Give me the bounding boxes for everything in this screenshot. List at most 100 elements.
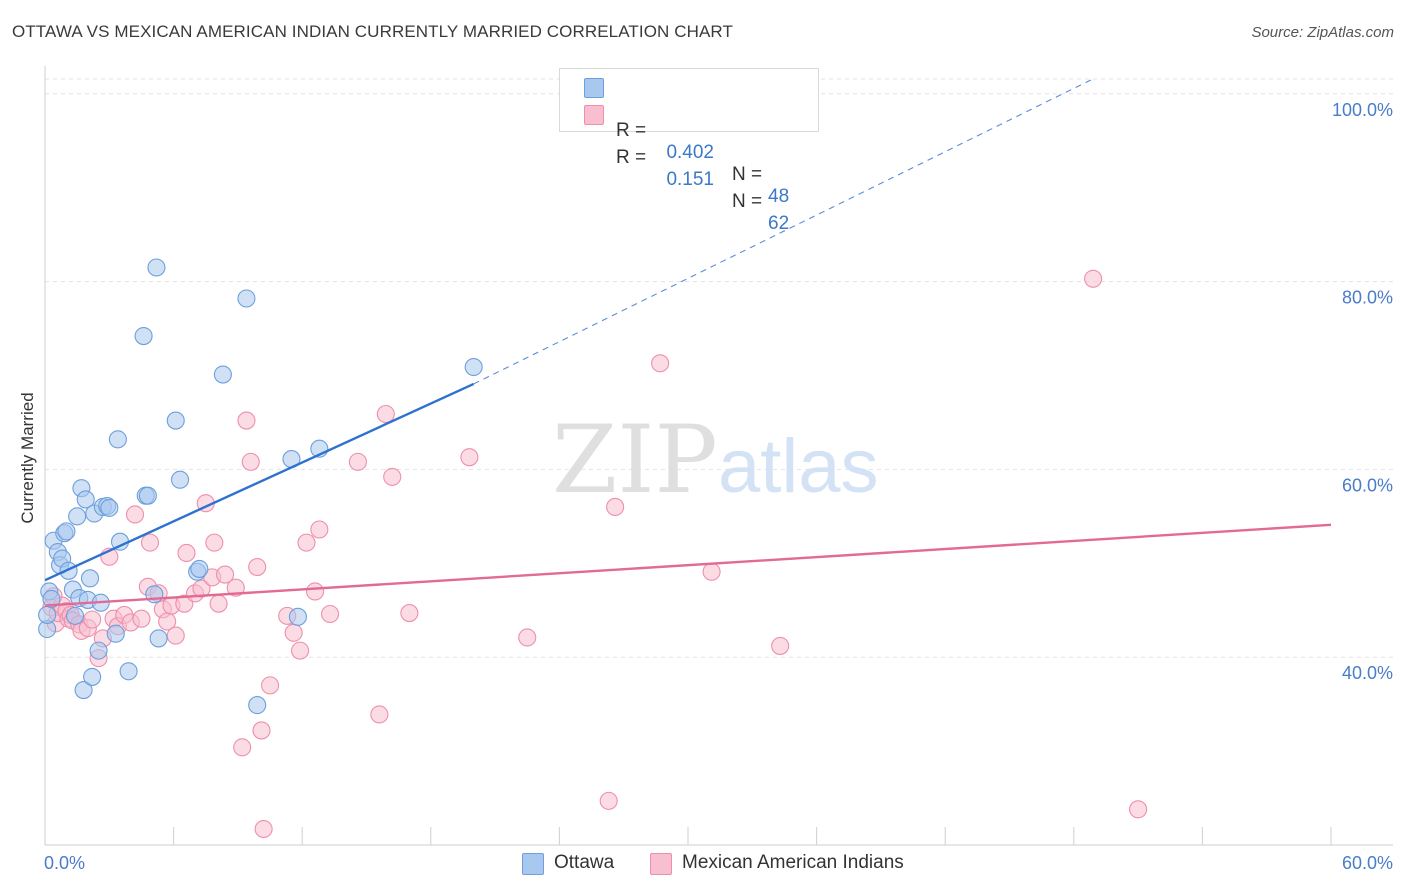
point-mexican (376, 404, 395, 424)
point-ottawa (190, 559, 209, 578)
point-mexican (321, 604, 340, 624)
point-mexican (291, 641, 310, 660)
point-ottawa (80, 569, 100, 588)
trend-lines (44, 77, 1332, 607)
legend-swatch-ottawa (584, 78, 604, 98)
trend-line-ottawa (44, 382, 475, 582)
point-ottawa (68, 507, 87, 526)
point-mexican (518, 628, 537, 647)
point-ottawa (76, 490, 95, 509)
point-mexican (460, 448, 479, 467)
point-mexican (177, 543, 196, 563)
legend-row-mexican: R = 0.151 N = 62 (584, 103, 789, 257)
point-ottawa (134, 326, 153, 346)
series-mexican-points (42, 269, 1148, 839)
series-ottawa-points (38, 258, 483, 715)
point-mexican (310, 520, 329, 539)
point-ottawa (89, 641, 108, 660)
point-mexican (606, 497, 625, 517)
point-ottawa (213, 365, 232, 384)
legend-n-value-ottawa: 48 (768, 186, 790, 207)
point-ottawa (59, 561, 78, 580)
point-mexican (254, 819, 273, 839)
point-ottawa (38, 605, 57, 624)
trend-line-ottawa-extension (473, 77, 1096, 385)
point-mexican (132, 609, 151, 628)
bottom-legend-label-ottawa: Ottawa (554, 852, 615, 873)
x-tick-label: 60.0% (1342, 853, 1393, 873)
point-mexican (651, 354, 670, 373)
point-mexican (209, 594, 228, 613)
point-mexican (702, 562, 721, 581)
point-ottawa (237, 289, 256, 308)
point-ottawa (74, 681, 93, 700)
point-ottawa (100, 498, 119, 517)
point-ottawa (108, 430, 127, 449)
legend-n-label: N = (732, 164, 763, 185)
legend-row-ottawa: R = 0.402 N = 48 (584, 76, 789, 230)
point-mexican (599, 791, 618, 810)
point-ottawa (147, 258, 166, 277)
source-label: Source: ZipAtlas.com (1251, 24, 1394, 41)
bottom-legend-swatch-mexican (650, 853, 672, 875)
point-mexican (233, 738, 252, 757)
point-ottawa (464, 357, 483, 377)
point-mexican (215, 565, 235, 584)
legend-n-label: N = (732, 191, 763, 212)
x-tick-label: 0.0% (44, 853, 85, 873)
axes (44, 66, 1393, 846)
point-mexican (400, 604, 419, 623)
point-mexican (1129, 800, 1148, 819)
point-mexican (348, 452, 367, 471)
legend-swatch-mexican (584, 105, 604, 125)
point-ottawa (42, 589, 61, 609)
y-tick-label: 60.0% (1342, 475, 1393, 495)
point-mexican (226, 578, 245, 597)
point-mexican (205, 533, 224, 552)
point-ottawa (166, 411, 185, 430)
watermark-zip: ZIP (552, 406, 718, 515)
legend-n-value-mexican: 62 (768, 213, 790, 234)
point-mexican (248, 557, 267, 577)
point-mexican (83, 610, 102, 629)
chart-title: OTTAWA VS MEXICAN AMERICAN INDIAN CURREN… (12, 22, 733, 41)
point-mexican (192, 579, 211, 598)
y-tick-label: 40.0% (1342, 663, 1393, 683)
y-tick-label: 80.0% (1342, 288, 1393, 308)
point-mexican (241, 452, 260, 471)
point-ottawa (248, 696, 267, 715)
point-ottawa (65, 606, 85, 625)
point-mexican (306, 582, 325, 601)
point-mexican (1084, 269, 1103, 288)
point-mexican (125, 505, 145, 524)
point-ottawa (149, 629, 168, 648)
point-mexican (260, 676, 280, 695)
trend-line-mexican (44, 523, 1332, 607)
point-ottawa (106, 624, 125, 643)
point-mexican (370, 705, 389, 724)
bottom-legend-swatch-ottawa (522, 853, 544, 875)
legend-r-label: R = (616, 147, 647, 168)
legend: R = 0.402 N = 48 R = 0.151 N = 62 (559, 68, 819, 234)
point-mexican (383, 467, 402, 486)
point-mexican (140, 533, 160, 552)
tick-labels: 40.0% 60.0% 80.0% 100.0% 0.0% 60.0% (44, 100, 1393, 873)
legend-r-label: R = (616, 120, 647, 141)
point-mexican (252, 721, 271, 740)
point-mexican (771, 636, 790, 655)
y-axis-label: Currently Married (18, 392, 37, 523)
point-ottawa (138, 486, 157, 505)
point-ottawa (83, 667, 102, 686)
legend-r-value-mexican: 0.151 (666, 169, 714, 190)
point-mexican (237, 411, 256, 430)
legend-r-value-ottawa: 0.402 (666, 142, 714, 163)
point-mexican (166, 626, 185, 645)
y-tick-label: 100.0% (1332, 100, 1393, 120)
point-ottawa (119, 662, 138, 681)
watermark: ZIP atlas (552, 406, 879, 515)
point-ottawa (170, 470, 190, 489)
point-ottawa (288, 607, 307, 626)
point-mexican (297, 533, 316, 552)
bottom-legend-label-mexican: Mexican American Indians (682, 852, 904, 873)
